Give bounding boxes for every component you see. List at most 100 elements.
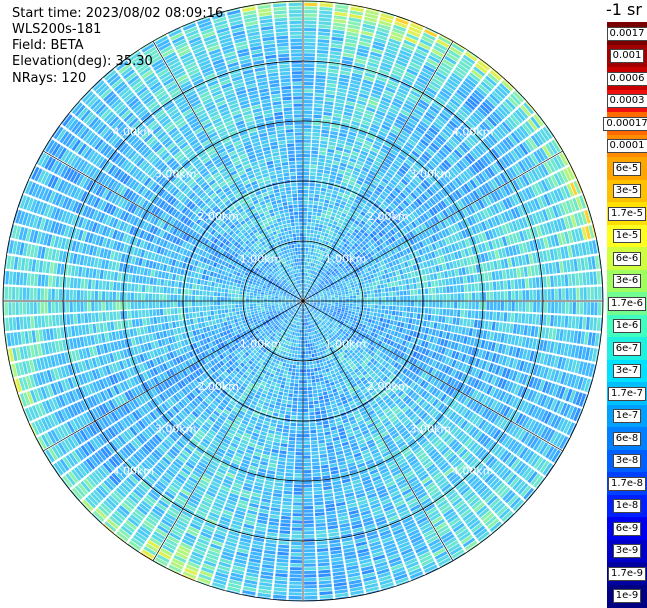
ppi-cell (304, 75, 314, 78)
ppi-cell (311, 252, 314, 255)
ppi-cell (382, 297, 385, 301)
ppi-cell (318, 393, 323, 397)
ppi-cell (312, 459, 319, 463)
ppi-cell (304, 24, 316, 27)
ppi-cell (352, 321, 356, 324)
ppi-cell (367, 308, 370, 311)
ppi-cell (309, 405, 314, 408)
ppi-cell (499, 323, 503, 332)
ppi-cell (352, 309, 355, 312)
ppi-cell (332, 190, 338, 194)
ppi-cell (533, 302, 536, 312)
ppi-cell (315, 223, 319, 227)
ppi-cell (527, 266, 531, 276)
ppi-cell (393, 292, 396, 296)
ppi-cell (304, 441, 310, 444)
ppi-cell (324, 365, 328, 369)
ppi-cell (374, 325, 378, 329)
ppi-cell (326, 160, 333, 164)
ppi-cell (428, 281, 432, 287)
ppi-cell (311, 336, 313, 339)
ppi-cell (304, 172, 310, 175)
ppi-cell (318, 570, 330, 574)
ppi-cell (439, 287, 443, 293)
ppi-cell (304, 140, 311, 143)
ppi-cell (411, 325, 415, 331)
ppi-cell (519, 290, 522, 300)
ppi-cell (327, 238, 331, 242)
ppi-cell (318, 206, 323, 210)
ppi-cell (316, 220, 320, 224)
ppi-cell (323, 207, 328, 211)
ppi-cell (319, 450, 326, 454)
ppi-cell (325, 163, 332, 167)
ppi-cell (342, 295, 345, 297)
ppi-cell (458, 293, 461, 300)
ppi-cell (425, 308, 428, 314)
ppi-cell (364, 301, 367, 304)
ppi-cell (328, 223, 332, 227)
ppi-cell (451, 270, 455, 277)
ppi-cell (392, 326, 396, 331)
ppi-cell (316, 72, 326, 76)
ppi-cell (357, 301, 360, 304)
ppi-cell (547, 315, 551, 326)
ppi-cell (326, 383, 331, 387)
ppi-cell (343, 301, 346, 303)
ppi-cell (392, 287, 396, 291)
ppi-cell (354, 284, 358, 287)
ppi-cell (411, 296, 414, 301)
ppi-cell (326, 91, 336, 95)
ppi-cell (371, 290, 374, 294)
ppi-cell (407, 324, 411, 329)
ppi-cell (307, 226, 310, 229)
ppi-cell (309, 201, 314, 204)
ppi-cell (355, 312, 359, 315)
ppi-cell (307, 333, 309, 336)
ppi-cell (597, 318, 601, 331)
ppi-cell (308, 329, 310, 332)
ppi-cell (320, 221, 324, 225)
ppi-cell (468, 310, 472, 318)
ppi-cell (457, 310, 461, 317)
ppi-cell (304, 560, 316, 563)
ppi-cell (366, 287, 370, 290)
ppi-cell (331, 295, 334, 297)
ppi-cell (321, 232, 325, 236)
ppi-cell (475, 283, 479, 291)
ppi-cell (499, 270, 503, 279)
ppi-cell (435, 265, 439, 272)
ppi-cell (383, 279, 387, 283)
ppi-cell (533, 290, 536, 300)
ppi-cell (370, 286, 374, 290)
ppi-cell (306, 348, 308, 351)
ppi-cell (314, 498, 323, 502)
ppi-cell (350, 304, 353, 306)
ppi-cell (378, 276, 382, 280)
ppi-cell (303, 351, 305, 354)
ppi-cell (323, 237, 327, 241)
ppi-cell (324, 376, 328, 380)
ppi-cell (327, 152, 334, 156)
ppi-cell (361, 281, 365, 285)
ppi-cell (371, 301, 374, 304)
ppi-cell (350, 282, 354, 285)
ppi-cell (412, 319, 416, 325)
ppi-cell (550, 315, 554, 326)
ppi-cell (304, 531, 314, 534)
ppi-cell (464, 310, 468, 318)
ppi-cell (304, 578, 316, 581)
ppi-cell (304, 546, 315, 549)
ppi-cell (333, 484, 342, 488)
ppi-cell (319, 199, 324, 203)
ppi-cell (325, 380, 330, 384)
ppi-cell (339, 295, 342, 297)
ppi-cell (323, 392, 328, 396)
ppi-cell (353, 307, 356, 310)
ppi-cell (332, 224, 336, 228)
ppi-cell (572, 316, 576, 328)
ppi-cell (324, 233, 328, 237)
ppi-cell (472, 329, 476, 337)
ppi-cell (365, 280, 369, 284)
ppi-cell (336, 214, 341, 218)
